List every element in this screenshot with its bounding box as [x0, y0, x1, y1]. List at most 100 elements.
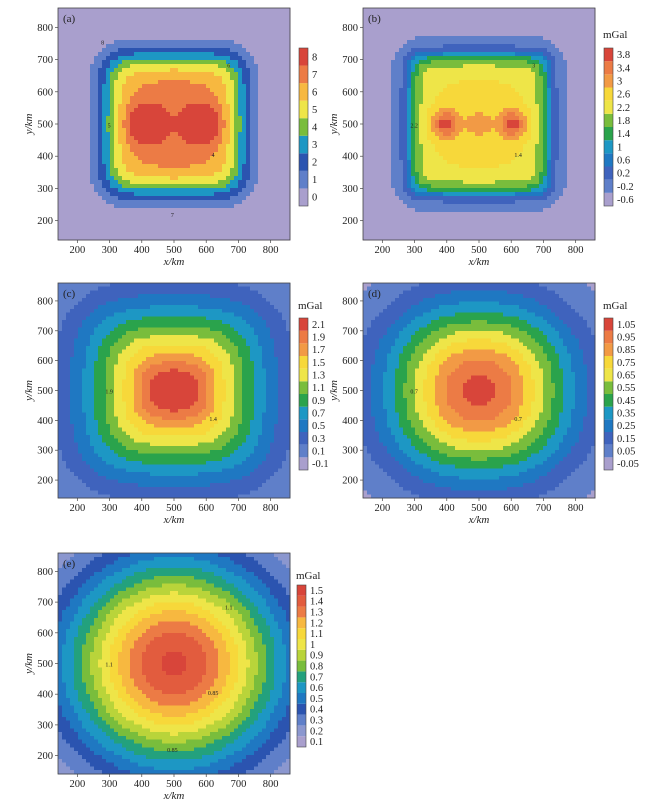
heatmap-cell: [266, 68, 271, 73]
heatmap-cell: [274, 212, 279, 217]
heatmap-cell: [194, 208, 199, 213]
heatmap-cell: [186, 32, 191, 37]
heatmap-cell: [399, 104, 404, 109]
heatmap-cell: [447, 108, 452, 113]
heatmap-cell: [74, 128, 79, 133]
heatmap-cell: [278, 84, 283, 89]
heatmap-cell: [206, 104, 211, 109]
heatmap-cell: [206, 8, 211, 13]
heatmap-cell: [190, 236, 195, 241]
heatmap-cell: [363, 68, 368, 73]
heatmap-cell: [455, 216, 460, 221]
heatmap-cell: [166, 204, 171, 209]
heatmap-cell: [439, 184, 444, 189]
heatmap-cell: [254, 228, 259, 233]
heatmap-cell: [90, 156, 95, 161]
heatmap-cell: [282, 160, 287, 165]
heatmap-cell: [90, 68, 95, 73]
heatmap-cell: [363, 24, 368, 29]
heatmap-cell: [142, 212, 147, 217]
heatmap-cell: [250, 96, 255, 101]
heatmap-cell: [198, 224, 203, 229]
heatmap-cell: [234, 124, 239, 129]
heatmap-cell: [427, 208, 432, 213]
heatmap-cell: [90, 132, 95, 137]
heatmap-cell: [379, 32, 384, 37]
heatmap-cell: [415, 120, 420, 125]
heatmap-cell: [190, 144, 195, 149]
heatmap-cell: [395, 64, 400, 69]
heatmap-cell: [266, 48, 271, 53]
heatmap-cell: [226, 164, 231, 169]
heatmap-cell: [363, 164, 368, 169]
heatmap-cell: [258, 196, 263, 201]
heatmap-cell: [282, 44, 287, 49]
heatmap-cell: [58, 156, 63, 161]
heatmap-cell: [371, 76, 376, 81]
heatmap-cell: [435, 52, 440, 57]
heatmap-cell: [419, 20, 424, 25]
heatmap-cell: [278, 184, 283, 189]
heatmap-cell: [443, 12, 448, 17]
heatmap-cell: [70, 108, 75, 113]
heatmap-cell: [206, 120, 211, 125]
heatmap-cell: [110, 8, 115, 13]
heatmap-cell: [443, 152, 448, 157]
heatmap-cell: [234, 32, 239, 37]
heatmap-cell: [126, 148, 131, 153]
heatmap-cell: [427, 60, 432, 65]
heatmap-cell: [202, 8, 207, 13]
heatmap-cell: [222, 132, 227, 137]
heatmap-cell: [274, 80, 279, 85]
heatmap-cell: [166, 104, 171, 109]
heatmap-cell: [230, 60, 235, 65]
heatmap-cell: [407, 208, 412, 213]
heatmap-cell: [463, 12, 468, 17]
heatmap-cell: [94, 36, 99, 41]
heatmap-cell: [150, 44, 155, 49]
heatmap-cell: [94, 232, 99, 237]
heatmap-cell: [399, 80, 404, 85]
heatmap-cell: [423, 196, 428, 201]
heatmap-cell: [158, 212, 163, 217]
heatmap-cell: [250, 200, 255, 205]
heatmap-cell: [98, 156, 103, 161]
heatmap-cell: [226, 64, 231, 69]
heatmap-cell: [110, 116, 115, 121]
heatmap-cell: [262, 88, 267, 93]
heatmap-cell: [78, 104, 83, 109]
heatmap-cell: [190, 104, 195, 109]
heatmap-cell: [66, 32, 71, 37]
heatmap-cell: [74, 24, 79, 29]
heatmap-cell: [270, 16, 275, 21]
heatmap-cell: [439, 120, 444, 125]
heatmap-cell: [210, 116, 215, 121]
heatmap-cell: [395, 196, 400, 201]
heatmap-cell: [222, 120, 227, 125]
heatmap-cell: [242, 16, 247, 21]
heatmap-cell: [86, 92, 91, 97]
heatmap-cell: [146, 228, 151, 233]
heatmap-cell: [411, 8, 416, 13]
y-tick-label: 300: [37, 184, 53, 195]
heatmap-cell: [190, 60, 195, 65]
heatmap-cell: [230, 64, 235, 69]
heatmap-cell: [130, 148, 135, 153]
heatmap-cell: [447, 180, 452, 185]
heatmap-cell: [182, 128, 187, 133]
heatmap-cell: [447, 212, 452, 217]
heatmap-cell: [419, 224, 424, 229]
heatmap-cell: [250, 144, 255, 149]
heatmap-cell: [90, 148, 95, 153]
heatmap-cell: [122, 144, 127, 149]
heatmap-cell: [431, 224, 436, 229]
heatmap-cell: [90, 168, 95, 173]
heatmap-cell: [110, 84, 115, 89]
heatmap-cell: [166, 196, 171, 201]
heatmap-cell: [190, 200, 195, 205]
heatmap-cell: [403, 84, 408, 89]
heatmap-cell: [270, 200, 275, 205]
heatmap-cell: [66, 40, 71, 45]
heatmap-cell: [222, 232, 227, 237]
heatmap-cell: [250, 8, 255, 13]
